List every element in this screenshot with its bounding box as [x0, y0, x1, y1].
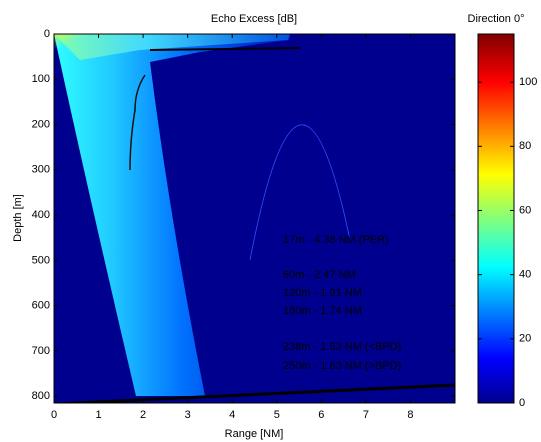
- y-tick-label: 200: [32, 118, 50, 130]
- surface-line: [149, 47, 301, 51]
- y-tick-label: 700: [32, 345, 50, 357]
- x-tick-label: 1: [95, 409, 101, 421]
- colorbar-tick-label: 0: [519, 397, 525, 409]
- colorbar-tick-label: 100: [519, 76, 537, 88]
- colorbar: [477, 33, 515, 404]
- y-axis-label: Depth [m]: [12, 194, 24, 242]
- ray-curve: [129, 74, 146, 171]
- bottom-line: [54, 383, 455, 403]
- field-cone: [54, 34, 290, 396]
- x-tick-label: 7: [363, 409, 369, 421]
- y-tick-label: 300: [32, 164, 50, 176]
- chart-title: Echo Excess [dB]: [211, 13, 297, 25]
- annotation: 180m - 1.74 NM: [283, 305, 362, 317]
- annotation: 17m - 4.38 NM (PER): [283, 234, 389, 246]
- field-band: [54, 34, 290, 60]
- colorbar-tick-label: 80: [519, 140, 531, 152]
- y-tick-label: 500: [32, 254, 50, 266]
- heatmap-field: [54, 34, 455, 403]
- x-tick-label: 2: [140, 409, 146, 421]
- colorbar-tick-label: 40: [519, 269, 531, 281]
- annotation: 238m - 1.63 NM (<BPD): [283, 341, 401, 353]
- x-tick-label: 5: [274, 409, 280, 421]
- x-tick-label: 3: [185, 409, 191, 421]
- x-tick-label: 6: [318, 409, 324, 421]
- colorbar-title: Direction 0°: [468, 13, 525, 25]
- y-tick-label: 100: [32, 73, 50, 85]
- arc: [249, 124, 351, 261]
- y-tick-label: 0: [44, 28, 50, 40]
- y-tick-label: 600: [32, 300, 50, 312]
- y-tick-label: 400: [32, 209, 50, 221]
- x-tick-label: 0: [51, 409, 57, 421]
- x-tick-label: 4: [229, 409, 235, 421]
- x-tick-label: 8: [407, 409, 413, 421]
- x-axis-label: Range [NM]: [225, 428, 284, 440]
- colorbar-tick-label: 60: [519, 204, 531, 216]
- annotation: 250m - 1.63 NM (>BPD): [283, 360, 401, 372]
- colorbar-tick-label: 20: [519, 333, 531, 345]
- annotation: 60m - 2.47 NM: [283, 269, 356, 281]
- plot-frame: [53, 33, 456, 404]
- y-tick-label: 800: [32, 390, 50, 402]
- field-hot: [54, 34, 94, 56]
- annotation: 120m - 1.91 NM: [283, 287, 362, 299]
